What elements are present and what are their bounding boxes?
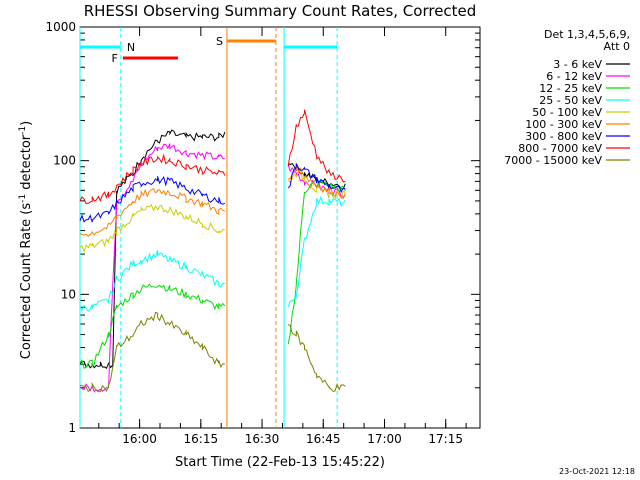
series-line [287, 109, 346, 183]
plot-frame [79, 26, 481, 429]
legend-label: 100 - 300 keV [525, 118, 602, 131]
y-axis-label-mid: detector [19, 134, 34, 194]
legend-label: 12 - 25 keV [539, 82, 602, 95]
legend-label: 3 - 6 keV [553, 58, 602, 71]
series-line [287, 170, 346, 200]
y-tick-label: 1 [68, 421, 76, 435]
y-axis-label: Corrected Count Rate (s-1 detector-1) [18, 121, 34, 359]
legend-label: 50 - 100 keV [532, 106, 602, 119]
series-line [79, 203, 225, 254]
y-tick-label: 100 [53, 154, 76, 168]
y-axis-label-main: Corrected Count Rate (s [19, 203, 34, 360]
x-tick-label: 17:00 [367, 432, 402, 446]
x-tick-label: 16:45 [306, 432, 341, 446]
legend-label: 25 - 50 keV [539, 94, 602, 107]
series-line [79, 250, 225, 312]
annotation-label: S [216, 35, 223, 48]
annotation-label: F [112, 52, 118, 65]
legend-label: 7000 - 15000 keV [504, 154, 602, 167]
series-line [79, 187, 226, 237]
x-tick-label: 16:00 [122, 432, 157, 446]
series-line [287, 324, 346, 392]
x-tick-label: 17:15 [428, 432, 463, 446]
chart-title: RHESSI Observing Summary Count Rates, Co… [84, 2, 477, 20]
legend-header-line-2: Att 0 [604, 40, 630, 53]
series-line [79, 311, 225, 393]
series-line [79, 175, 226, 223]
series-line [79, 143, 225, 393]
legend-header-line-1: Det 1,3,4,5,6,9, [544, 28, 630, 41]
x-tick-label: 16:30 [245, 432, 280, 446]
series-line [287, 163, 346, 194]
legend-label: 300 - 800 keV [525, 130, 602, 143]
footer-timestamp: 23-Oct-2021 12:18 [559, 467, 635, 476]
y-axis-label-end: ) [19, 121, 34, 126]
series-line [287, 195, 346, 308]
series-line [79, 283, 226, 369]
x-tick-label: 16:15 [184, 432, 219, 446]
y-tick-label: 1000 [45, 20, 76, 34]
y-tick-label: 10 [61, 287, 76, 301]
legend-label: 6 - 12 keV [546, 70, 602, 83]
y-axis-label-sup1: -1 [18, 194, 28, 203]
y-axis-label-sup2: -1 [18, 126, 28, 135]
plot-area: 1 10 100 1000 16:00 16:15 16:30 16:45 17:00 17:15… [45, 20, 481, 446]
svg-text:Corrected Count Rate (s-1 dete: Corrected Count Rate (s-1 detector-1) [18, 121, 34, 359]
annotation-label: N [127, 41, 135, 54]
x-axis-label: Start Time (22-Feb-13 15:45:22) [175, 455, 385, 470]
series-line [79, 129, 226, 369]
legend-label: 800 - 7000 keV [518, 142, 602, 155]
series-line [79, 153, 226, 204]
